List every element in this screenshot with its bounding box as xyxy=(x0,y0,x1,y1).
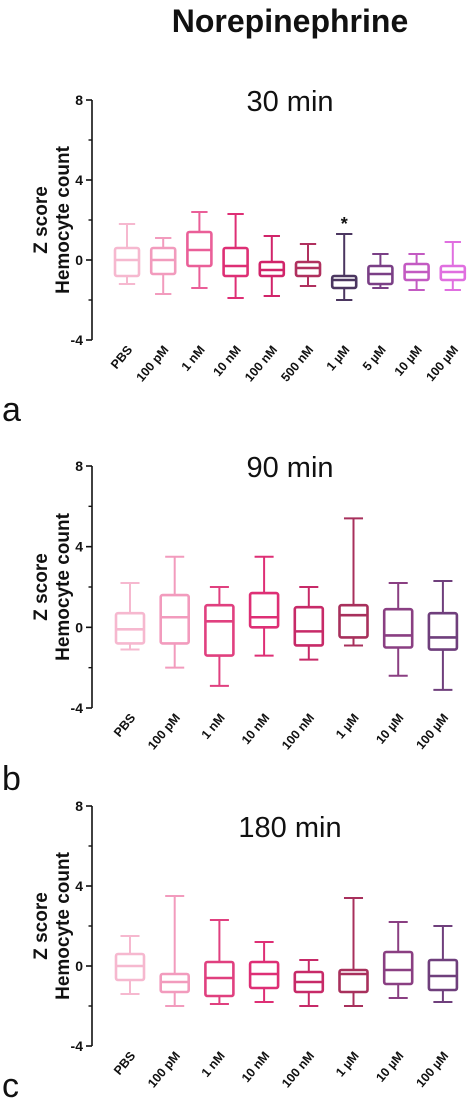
box-3 xyxy=(204,919,235,1005)
box-9 xyxy=(403,253,430,291)
panel-title: 30 min xyxy=(246,86,333,118)
y-tick-label: 8 xyxy=(75,92,83,108)
y-axis-label: Z scoreHemocyte count xyxy=(31,851,74,999)
box-iqr xyxy=(338,968,369,994)
y-tick-label: -4 xyxy=(71,1038,84,1054)
y-axis-label: Z scoreHemocyte count xyxy=(31,145,74,293)
box-2 xyxy=(149,237,177,295)
box-iqr xyxy=(159,593,190,645)
box-iqr xyxy=(293,605,325,647)
x-tick-label: 100 pM xyxy=(145,711,183,752)
box-7 xyxy=(330,233,358,301)
y-tick-label: 4 xyxy=(75,878,83,894)
x-tick-label: 1 nM xyxy=(179,343,208,374)
panel-title: 180 min xyxy=(238,812,341,844)
x-tick-label: PBS xyxy=(111,711,138,740)
y-tick-label: 8 xyxy=(75,798,83,814)
box-iqr xyxy=(427,611,459,651)
box-6 xyxy=(338,897,369,1007)
panel-letter: c xyxy=(2,1067,19,1105)
box-8 xyxy=(427,579,459,691)
box-1 xyxy=(113,223,141,285)
x-tick-label: PBS xyxy=(108,343,135,372)
y-tick-label: 0 xyxy=(75,619,83,635)
y-axis-label-line: Hemocyte count xyxy=(53,512,74,660)
x-tick-label: 100 nM xyxy=(242,343,280,384)
x-tick-label: 10 µM xyxy=(373,1049,406,1085)
x-tick-label: 10 µM xyxy=(373,711,406,747)
box-5 xyxy=(293,586,325,661)
box-1 xyxy=(114,935,146,995)
box-3 xyxy=(204,586,235,687)
x-tick-label: 100 pM xyxy=(134,343,172,384)
x-tick-label: 1 nM xyxy=(199,1049,228,1080)
panel-letter: a xyxy=(2,391,21,429)
box-5 xyxy=(293,959,325,1007)
x-tick-label: 1 nM xyxy=(199,711,228,742)
x-tick-label: 10 nM xyxy=(239,711,273,747)
panel-c: 180 min c Z scoreHemocyte count -4 0 4 8 PBS 100… xyxy=(2,798,459,1105)
panel-letter: b xyxy=(2,760,21,798)
box-7 xyxy=(382,581,414,677)
x-tick-label: 100 pM xyxy=(145,1049,183,1090)
y-tick-label: 0 xyxy=(75,958,83,974)
x-tick-label: 1 µM xyxy=(324,343,353,373)
x-tick-label: 100 µM xyxy=(423,343,461,384)
x-tick-label: PBS xyxy=(111,1049,138,1078)
x-tick-label: 1 µM xyxy=(333,1049,362,1079)
y-tick-label: 0 xyxy=(75,252,83,268)
box-iqr xyxy=(382,950,414,986)
x-tick-label: 10 nM xyxy=(210,343,244,379)
box-4 xyxy=(248,941,280,1003)
box-7 xyxy=(382,921,414,999)
box-iqr xyxy=(330,274,358,290)
y-axis-label: Z scoreHemocyte count xyxy=(31,512,74,660)
box-8 xyxy=(367,253,394,289)
box-3 xyxy=(186,211,213,289)
box-6 xyxy=(338,517,369,647)
box-iqr xyxy=(382,607,414,649)
box-2 xyxy=(159,895,190,1007)
box-2 xyxy=(159,555,190,669)
box-10 xyxy=(439,241,467,291)
y-tick-label: 8 xyxy=(75,458,83,474)
x-tick-label: 100 µM xyxy=(414,1049,452,1090)
y-axis-label-line: Z score xyxy=(31,186,52,254)
box-iqr xyxy=(338,603,369,639)
box-1 xyxy=(114,581,146,651)
y-axis-label-line: Hemocyte count xyxy=(53,851,74,999)
panel-title: 90 min xyxy=(246,452,333,484)
x-tick-label: 100 nM xyxy=(279,1049,317,1090)
y-axis-label-line: Z score xyxy=(31,892,52,960)
box-4 xyxy=(248,555,280,657)
figure-title: Norepinephrine xyxy=(172,3,408,39)
box-8 xyxy=(427,925,459,1003)
box-4 xyxy=(222,213,249,299)
x-tick-label: 5 µM xyxy=(360,343,389,373)
box-iqr xyxy=(113,246,141,278)
x-tick-label: 1 µM xyxy=(333,711,362,741)
y-tick-label: -4 xyxy=(71,332,84,348)
box-iqr xyxy=(248,591,280,629)
y-tick-label: 4 xyxy=(75,172,83,188)
y-tick-label: 4 xyxy=(75,539,83,555)
x-tick-label: 10 µM xyxy=(392,343,425,379)
y-axis-label-line: Hemocyte count xyxy=(53,145,74,293)
box-6 xyxy=(294,243,322,287)
box-iqr xyxy=(222,246,249,278)
box-5 xyxy=(258,235,286,297)
box-iqr xyxy=(204,603,235,657)
x-tick-label: 10 nM xyxy=(239,1049,273,1085)
y-tick-label: -4 xyxy=(71,700,84,716)
y-axis-label-line: Z score xyxy=(31,553,52,621)
significance-marker: * xyxy=(341,214,348,234)
x-tick-label: 100 nM xyxy=(279,711,317,752)
x-tick-label: 100 µM xyxy=(414,711,452,752)
x-tick-label: 500 nM xyxy=(278,343,316,384)
panel-b: 90 min b Z scoreHemocyte count -4 0 4 8 PBS 100 … xyxy=(2,452,459,798)
